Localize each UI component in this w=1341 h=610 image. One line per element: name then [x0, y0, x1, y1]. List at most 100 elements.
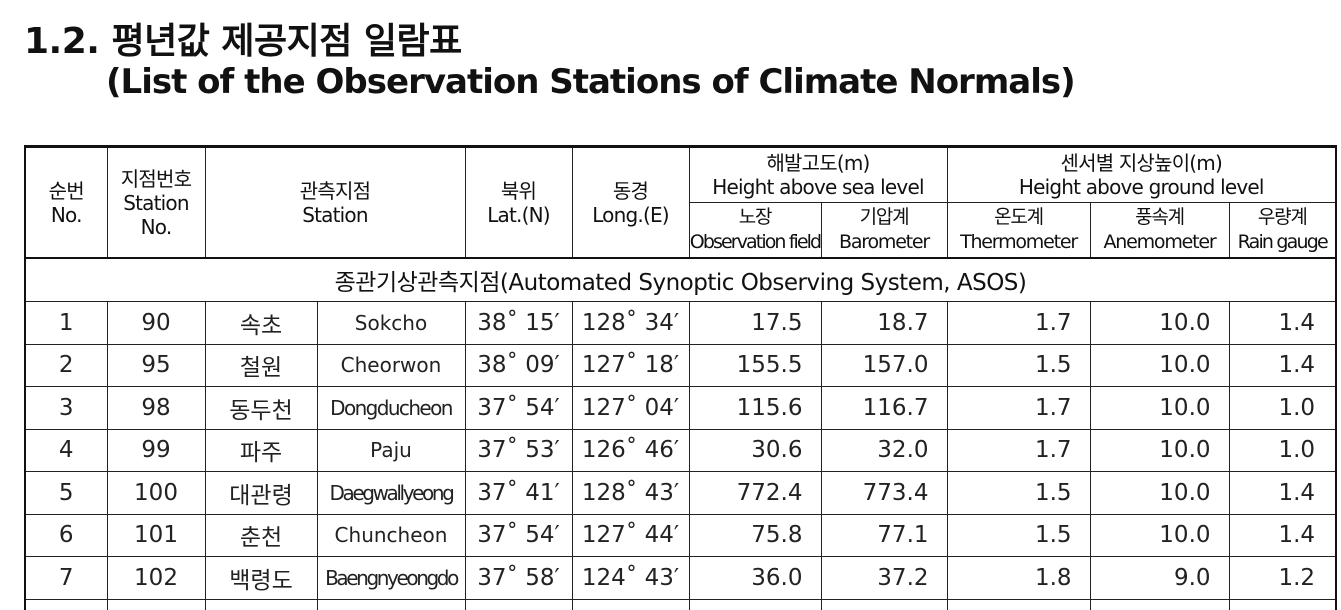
cell-barometer: 773.4 — [820, 471, 948, 515]
header-station-no: 지점번호 Station No. — [106, 146, 206, 259]
cell-long: 128˚ 34′ — [571, 301, 690, 345]
cell-obs-field: 17.5 — [688, 301, 822, 345]
cell-obs-field: 772.4 — [688, 471, 822, 515]
table-row: 7 102 백령도 Baengnyeongdo 37˚ 58′ 124˚ 43′ 36.0 3… — [24, 556, 1337, 600]
cell-barometer: 32.0 — [820, 428, 948, 472]
cell-rain-gauge: 1.4 — [1228, 301, 1337, 345]
cell-long: 127˚ 18′ — [571, 343, 690, 387]
cell-lat: 37˚ 53′ — [464, 428, 573, 472]
cell-barometer: 37.2 — [820, 556, 948, 600]
cell-barometer: 18.7 — [820, 301, 948, 345]
cell-rain-gauge: 1.2 — [1228, 556, 1337, 600]
cell-station-no: 90 — [106, 301, 206, 345]
cell-long: 126˚ 46′ — [571, 428, 690, 472]
cell-station-ko: 파주 — [204, 428, 318, 472]
cell-barometer: 77.1 — [820, 513, 948, 557]
cell-obs-field: 115.6 — [688, 386, 822, 430]
cell-station-en: Dongducheon — [316, 386, 466, 430]
cell-long: 124˚ 43′ — [571, 556, 690, 600]
cell-barometer: 157.0 — [820, 343, 948, 387]
header-height-sea: 해발고도(m) Height above sea level — [688, 146, 948, 203]
cell-thermometer: 1.7 — [946, 428, 1091, 472]
cell-anemometer: 10.0 — [1089, 471, 1230, 515]
header-barometer: 기압계 Barometer — [820, 202, 948, 259]
cell-lat: 37˚ 54′ — [464, 386, 573, 430]
cell-station-en: Sokcho — [316, 301, 466, 345]
cell-station-no: 100 — [106, 471, 206, 515]
cell-station-ko: 대관령 — [204, 471, 318, 515]
cell-station-ko: 철원 — [204, 343, 318, 387]
cell-station-no: 102 — [106, 556, 206, 600]
cell-station-ko: 속초 — [204, 301, 318, 345]
header-lat: 북위 Lat.(N) — [464, 146, 573, 259]
cell-anemometer: 10.0 — [1089, 343, 1230, 387]
cell-station-en: Paju — [316, 428, 466, 472]
header-station: 관측지점 Station — [204, 146, 466, 259]
cell-anemometer: 10.0 — [1089, 386, 1230, 430]
cell-station-en: Baengnyeongdo — [316, 556, 466, 600]
cell-no: 6 — [24, 513, 108, 557]
cell-thermometer: 1.5 — [946, 471, 1091, 515]
header-height-ground: 센서별 지상높이(m) Height above ground level — [946, 146, 1337, 203]
page-title: 1.2. 평년값 제공지점 일람표 — [24, 21, 462, 62]
table-row: 2 95 철원 Cheorwon 38˚ 09′ 127˚ 18′ 155.5 157.0 1.… — [24, 343, 1337, 387]
cell-lat: 38˚ 15′ — [464, 301, 573, 345]
station-table: 순번 No. 지점번호 Station No. 관측지점 Station 북위 Lat.(… — [24, 145, 1338, 610]
cell-station-ko: 백령도 — [204, 556, 318, 600]
table-row: 4 99 파주 Paju 37˚ 53′ 126˚ 46′ 30.6 32.0 1.7 10.0 1… — [24, 428, 1337, 472]
cell-obs-field: 75.8 — [688, 513, 822, 557]
cell-station-en: Cheorwon — [316, 343, 466, 387]
cell-rain-gauge: 1.4 — [1228, 471, 1337, 515]
cell-anemometer: 10.0 — [1089, 513, 1230, 557]
cell-station-no: 101 — [106, 513, 206, 557]
cell-station-no: 99 — [106, 428, 206, 472]
cell-thermometer: 1.5 — [946, 343, 1091, 387]
section-title: 종관기상관측지점(Automated Synoptic Observing Sy… — [24, 257, 1337, 302]
header-rain-gauge: 우량계 Rain gauge — [1228, 202, 1337, 259]
table-row-partial — [24, 598, 1337, 610]
cell-station-no: 95 — [106, 343, 206, 387]
cell-no: 4 — [24, 428, 108, 472]
cell-thermometer: 1.7 — [946, 386, 1091, 430]
page-subtitle: (List of the Observation Stations of Cli… — [106, 62, 1076, 102]
cell-rain-gauge: 1.0 — [1228, 428, 1337, 472]
cell-no: 5 — [24, 471, 108, 515]
cell-station-ko: 동두천 — [204, 386, 318, 430]
cell-obs-field: 36.0 — [688, 556, 822, 600]
table-row: 1 90 속초 Sokcho 38˚ 15′ 128˚ 34′ 17.5 18.7 1.7 10.… — [24, 301, 1337, 345]
cell-station-no: 98 — [106, 386, 206, 430]
cell-no: 1 — [24, 301, 108, 345]
cell-thermometer: 1.8 — [946, 556, 1091, 600]
cell-no: 2 — [24, 343, 108, 387]
cell-long: 127˚ 44′ — [571, 513, 690, 557]
cell-lat: 37˚ 41′ — [464, 471, 573, 515]
cell-barometer: 116.7 — [820, 386, 948, 430]
cell-lat: 38˚ 09′ — [464, 343, 573, 387]
cell-rain-gauge: 1.0 — [1228, 386, 1337, 430]
cell-long: 127˚ 04′ — [571, 386, 690, 430]
header-no: 순번 No. — [24, 146, 108, 259]
cell-station-ko: 춘천 — [204, 513, 318, 557]
header-anemometer: 풍속계 Anemometer — [1089, 202, 1230, 259]
cell-lat: 37˚ 58′ — [464, 556, 573, 600]
cell-station-en: Chuncheon — [316, 513, 466, 557]
cell-thermometer: 1.5 — [946, 513, 1091, 557]
table-row: 5 100 대관령 Daegwallyeong 37˚ 41′ 128˚ 43′ 772.4… — [24, 471, 1337, 515]
cell-lat: 37˚ 54′ — [464, 513, 573, 557]
cell-rain-gauge: 1.4 — [1228, 513, 1337, 557]
cell-no: 3 — [24, 386, 108, 430]
cell-anemometer: 10.0 — [1089, 301, 1230, 345]
cell-long: 128˚ 43′ — [571, 471, 690, 515]
cell-no: 7 — [24, 556, 108, 600]
cell-rain-gauge: 1.4 — [1228, 343, 1337, 387]
cell-anemometer: 9.0 — [1089, 556, 1230, 600]
cell-obs-field: 30.6 — [688, 428, 822, 472]
header-obs-field: 노장 Observation field — [688, 202, 822, 259]
table-row: 3 98 동두천 Dongducheon 37˚ 54′ 127˚ 04′ 115.6 116… — [24, 386, 1337, 430]
header-long: 동경 Long.(E) — [571, 146, 690, 259]
header-thermometer: 온도계 Thermometer — [946, 202, 1091, 259]
cell-anemometer: 10.0 — [1089, 428, 1230, 472]
cell-thermometer: 1.7 — [946, 301, 1091, 345]
table-row: 6 101 춘천 Chuncheon 37˚ 54′ 127˚ 44′ 75.8 77.1 1.… — [24, 513, 1337, 557]
cell-station-en: Daegwallyeong — [316, 471, 466, 515]
